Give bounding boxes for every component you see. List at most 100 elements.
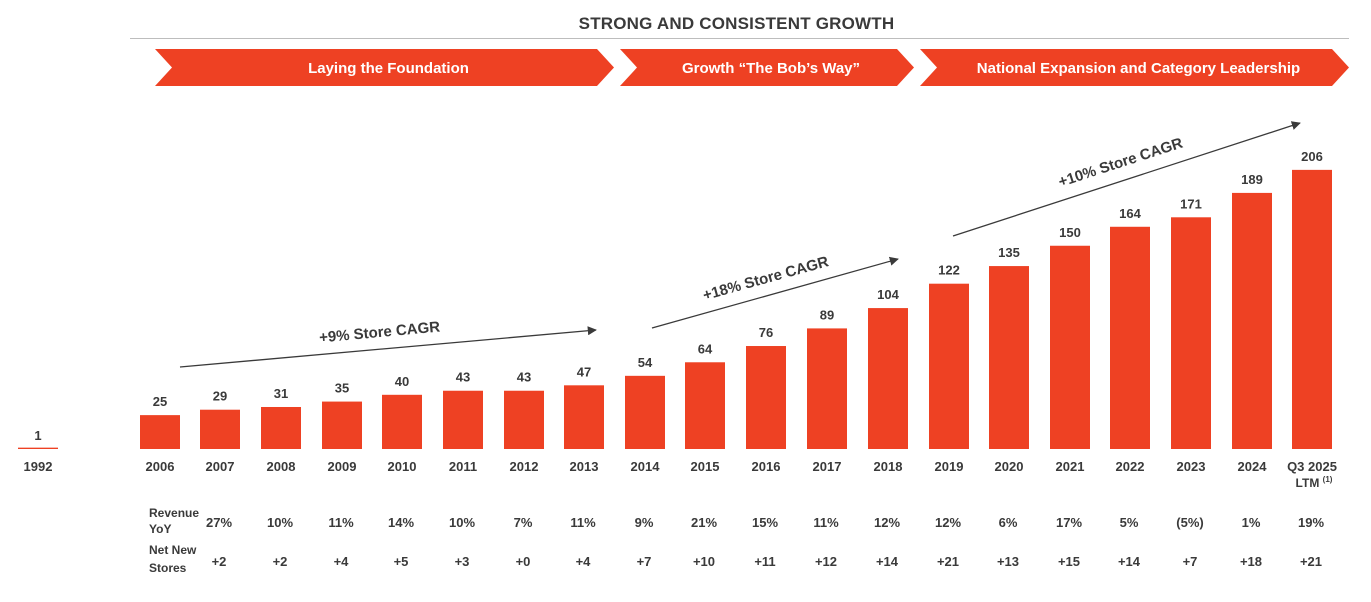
table-cell: 11% <box>570 515 596 530</box>
phase-chevron-2 <box>620 49 914 86</box>
bar-value-label: 31 <box>274 386 288 401</box>
cagr-label-1: +9% Store CAGR <box>318 319 440 347</box>
x-tick-label: 2018 <box>874 459 903 474</box>
bar-2016 <box>746 346 786 449</box>
bar-value-label: 43 <box>456 370 470 385</box>
table-cell: +11 <box>754 554 775 569</box>
x-tick-label: 2010 <box>388 459 417 474</box>
x-tick-label: 2017 <box>813 459 842 474</box>
footnote-marker: (1) <box>1323 475 1333 484</box>
bar-2014 <box>625 375 665 449</box>
x-tick-label: 2009 <box>328 459 357 474</box>
table-cell: 7% <box>514 515 533 530</box>
table-cell: (5%) <box>1176 515 1203 530</box>
table-cell: 6% <box>999 515 1018 530</box>
bar-value-label: 189 <box>1241 172 1263 187</box>
table-cell: +2 <box>273 554 288 569</box>
x-tick-label: 1992 <box>24 459 53 474</box>
table-cell: +12 <box>815 554 837 569</box>
chart-title: STRONG AND CONSISTENT GROWTH <box>578 14 895 33</box>
bar-2007 <box>200 409 240 449</box>
table-cell: +5 <box>394 554 409 569</box>
bar-value-label: 206 <box>1301 149 1323 164</box>
bar-value-label: 122 <box>938 263 960 278</box>
table-cell: 17% <box>1056 515 1082 530</box>
table-cell: 1% <box>1242 515 1261 530</box>
bar-2022 <box>1110 226 1150 449</box>
bar-2020 <box>989 266 1029 449</box>
table-cell: +7 <box>637 554 652 569</box>
bar-2013 <box>564 385 604 449</box>
phase-label-2: Growth “The Bob’s Way” <box>682 60 860 77</box>
x-tick-label: 2008 <box>267 459 296 474</box>
table-cell: +0 <box>516 554 531 569</box>
bar-2023 <box>1171 217 1211 449</box>
bar-2018 <box>868 308 908 449</box>
bar-value-label: 171 <box>1180 196 1202 211</box>
bar-value-label: 89 <box>820 307 834 322</box>
table-cell: 10% <box>449 515 475 530</box>
bar-value-label: 135 <box>998 245 1020 260</box>
table-row-label: Stores <box>149 561 187 575</box>
table-cell: +4 <box>576 554 592 569</box>
bar-value-label: 35 <box>335 381 349 396</box>
bar-value-label: 40 <box>395 374 409 389</box>
x-tick-label: 2022 <box>1116 459 1145 474</box>
title-divider <box>130 38 1349 39</box>
bar-2024 <box>1232 192 1272 449</box>
bar-value-label: 64 <box>698 341 713 356</box>
bar-1992 <box>18 447 58 449</box>
table-cell: +21 <box>1300 554 1322 569</box>
x-tick-label: 2020 <box>995 459 1024 474</box>
x-tick-label: 2014 <box>631 459 661 474</box>
table-cell: 15% <box>752 515 778 530</box>
table-cell: 27% <box>206 515 232 530</box>
table-cell: 19% <box>1298 515 1324 530</box>
bar-2006 <box>140 415 180 449</box>
cagr-arrow-2 <box>651 256 899 329</box>
phase-chevron-3 <box>920 49 1349 86</box>
cagr-arrow-1 <box>179 326 597 368</box>
bar-value-label: 164 <box>1119 206 1141 221</box>
table-cell: +7 <box>1183 554 1198 569</box>
x-tick-label: 2023 <box>1177 459 1206 474</box>
bar-2017 <box>807 328 847 449</box>
x-tick-label: 2016 <box>752 459 781 474</box>
table-cell: 12% <box>874 515 900 530</box>
bar-value-label: 29 <box>213 389 227 404</box>
table-cell: +14 <box>1118 554 1141 569</box>
table-cell: 21% <box>691 515 717 530</box>
x-tick-label: 2024 <box>1238 459 1268 474</box>
x-tick-label: 2015 <box>691 459 720 474</box>
table-cell: +13 <box>997 554 1019 569</box>
phase-label-3: National Expansion and Category Leadersh… <box>977 60 1300 77</box>
phase-label-1: Laying the Foundation <box>308 60 469 77</box>
x-tick-label: 2007 <box>206 459 235 474</box>
x-tick-sublabel: LTM (1) <box>1296 475 1333 490</box>
cagr-label-3: +10% Store CAGR <box>1056 135 1185 191</box>
x-tick-label: 2013 <box>570 459 599 474</box>
table-cell: +14 <box>876 554 899 569</box>
table-cell: 12% <box>935 515 961 530</box>
bar-value-label: 47 <box>577 364 591 379</box>
bar-2015 <box>685 362 725 449</box>
table-row-label: Revenue <box>149 506 199 520</box>
bar-value-label: 1 <box>34 428 41 443</box>
bar-2009 <box>322 401 362 449</box>
bar-2010 <box>382 394 422 449</box>
bar-2012 <box>504 390 544 449</box>
x-tick-label: 2019 <box>935 459 964 474</box>
table-cell: 5% <box>1120 515 1139 530</box>
phase-chevron-1 <box>155 49 614 86</box>
bar-q3-2025 <box>1292 169 1332 449</box>
table-cell: +18 <box>1240 554 1262 569</box>
table-cell: 10% <box>267 515 293 530</box>
x-tick-label: 2021 <box>1056 459 1085 474</box>
table-cell: 9% <box>635 515 654 530</box>
table-cell: 11% <box>328 515 354 530</box>
table-row-label: YoY <box>149 522 171 536</box>
table-cell: +15 <box>1058 554 1080 569</box>
bar-value-label: 76 <box>759 325 773 340</box>
table-cell: +10 <box>693 554 715 569</box>
